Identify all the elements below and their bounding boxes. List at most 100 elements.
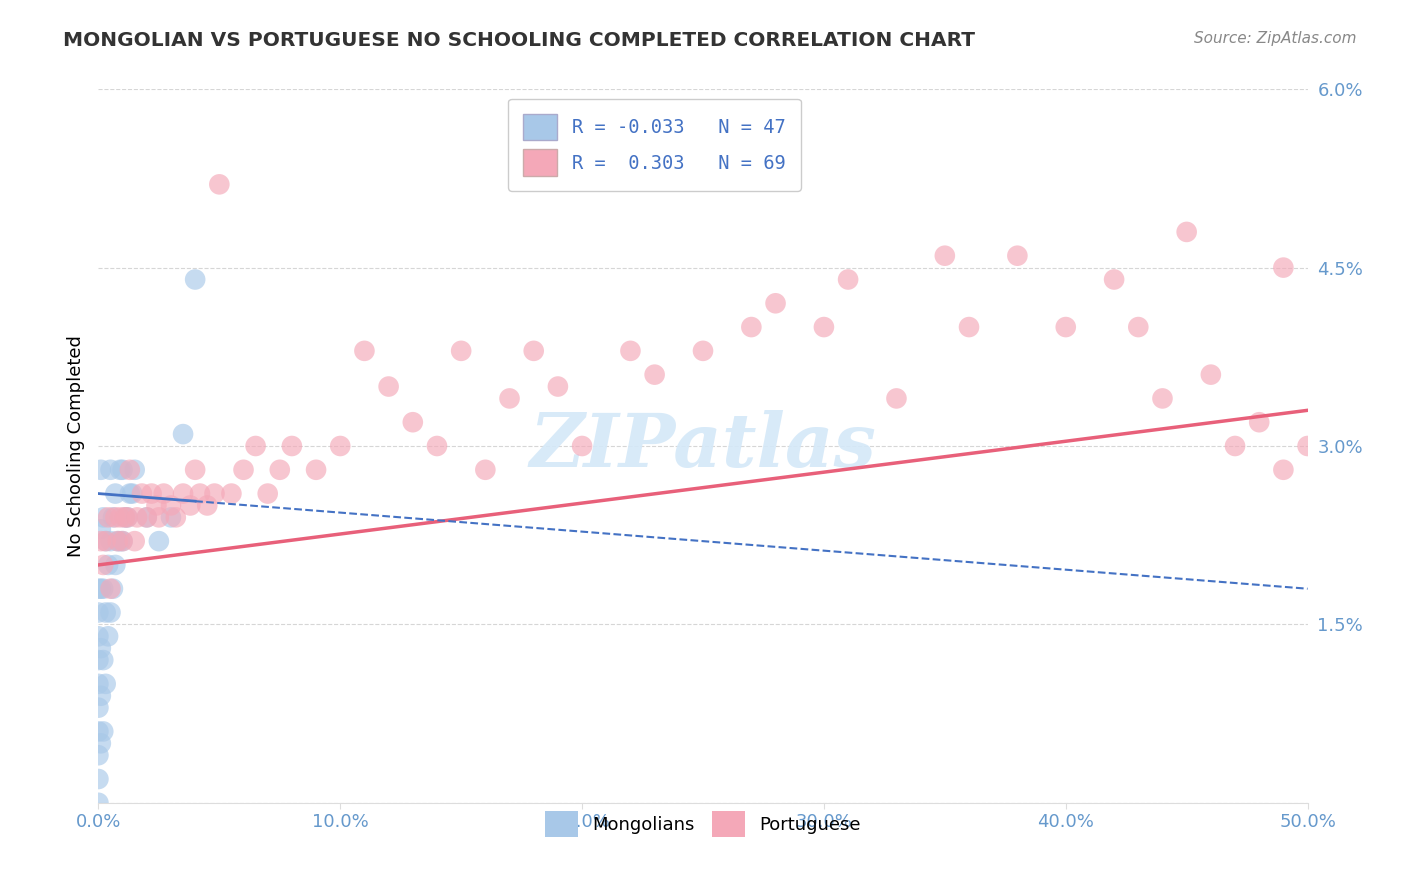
Point xyxy=(87,700,110,714)
Text: ZIPatlas: ZIPatlas xyxy=(530,409,876,483)
Point xyxy=(104,510,127,524)
Point xyxy=(1223,439,1246,453)
Point xyxy=(141,486,163,500)
Point xyxy=(87,653,110,667)
Point xyxy=(87,677,110,691)
Point xyxy=(281,439,304,453)
Point xyxy=(87,606,110,620)
Point xyxy=(124,463,146,477)
Point xyxy=(256,486,278,500)
Point xyxy=(1296,439,1319,453)
Point xyxy=(208,178,231,192)
Point xyxy=(107,534,129,549)
Point xyxy=(114,510,136,524)
Point xyxy=(104,558,127,572)
Point xyxy=(934,249,956,263)
Point xyxy=(111,534,134,549)
Point xyxy=(1249,415,1271,429)
Point xyxy=(111,534,134,549)
Point xyxy=(87,629,110,643)
Point xyxy=(1175,225,1198,239)
Point xyxy=(90,582,112,596)
Point xyxy=(108,534,131,549)
Point xyxy=(184,272,207,286)
Point xyxy=(232,463,254,477)
Point xyxy=(165,510,187,524)
Point xyxy=(90,736,112,750)
Legend: Mongolians, Portuguese: Mongolians, Portuguese xyxy=(538,804,868,844)
Point xyxy=(1199,368,1222,382)
Point xyxy=(100,534,122,549)
Point xyxy=(91,653,114,667)
Point xyxy=(450,343,472,358)
Point xyxy=(87,748,110,763)
Point xyxy=(131,486,153,500)
Point xyxy=(135,510,157,524)
Point xyxy=(91,582,114,596)
Point xyxy=(94,534,117,549)
Point xyxy=(87,796,110,810)
Point xyxy=(571,439,593,453)
Point xyxy=(957,320,980,334)
Point xyxy=(124,534,146,549)
Point xyxy=(813,320,835,334)
Point xyxy=(100,582,122,596)
Point xyxy=(765,296,787,310)
Point xyxy=(172,486,194,500)
Point xyxy=(353,343,375,358)
Point xyxy=(204,486,226,500)
Point xyxy=(87,772,110,786)
Point xyxy=(145,499,167,513)
Point xyxy=(692,343,714,358)
Point xyxy=(97,558,120,572)
Point xyxy=(91,724,114,739)
Point xyxy=(101,582,124,596)
Point xyxy=(94,534,117,549)
Point xyxy=(305,463,328,477)
Point xyxy=(644,368,666,382)
Point xyxy=(179,499,201,513)
Point xyxy=(101,510,124,524)
Point xyxy=(97,629,120,643)
Point xyxy=(117,510,139,524)
Point xyxy=(108,463,131,477)
Point xyxy=(1007,249,1029,263)
Point xyxy=(837,272,859,286)
Point xyxy=(104,486,127,500)
Point xyxy=(97,510,120,524)
Point xyxy=(100,463,122,477)
Point xyxy=(91,510,114,524)
Point xyxy=(498,392,520,406)
Point xyxy=(94,606,117,620)
Point xyxy=(188,486,211,500)
Point xyxy=(118,486,141,500)
Point xyxy=(114,510,136,524)
Point xyxy=(108,510,131,524)
Text: MONGOLIAN VS PORTUGUESE NO SCHOOLING COMPLETED CORRELATION CHART: MONGOLIAN VS PORTUGUESE NO SCHOOLING COM… xyxy=(63,31,976,50)
Point xyxy=(152,486,174,500)
Point xyxy=(135,510,157,524)
Point xyxy=(1128,320,1150,334)
Point xyxy=(886,392,908,406)
Point xyxy=(90,463,112,477)
Point xyxy=(1272,260,1295,275)
Point xyxy=(91,558,114,572)
Point xyxy=(426,439,449,453)
Point xyxy=(160,510,183,524)
Point xyxy=(474,463,496,477)
Point xyxy=(87,582,110,596)
Point xyxy=(90,522,112,536)
Point xyxy=(148,510,170,524)
Point xyxy=(1054,320,1077,334)
Point xyxy=(160,499,183,513)
Point xyxy=(245,439,267,453)
Point xyxy=(111,463,134,477)
Point xyxy=(1152,392,1174,406)
Point xyxy=(523,343,546,358)
Point xyxy=(90,689,112,703)
Point xyxy=(90,641,112,656)
Point xyxy=(547,379,569,393)
Point xyxy=(87,724,110,739)
Point xyxy=(377,379,399,393)
Point xyxy=(94,677,117,691)
